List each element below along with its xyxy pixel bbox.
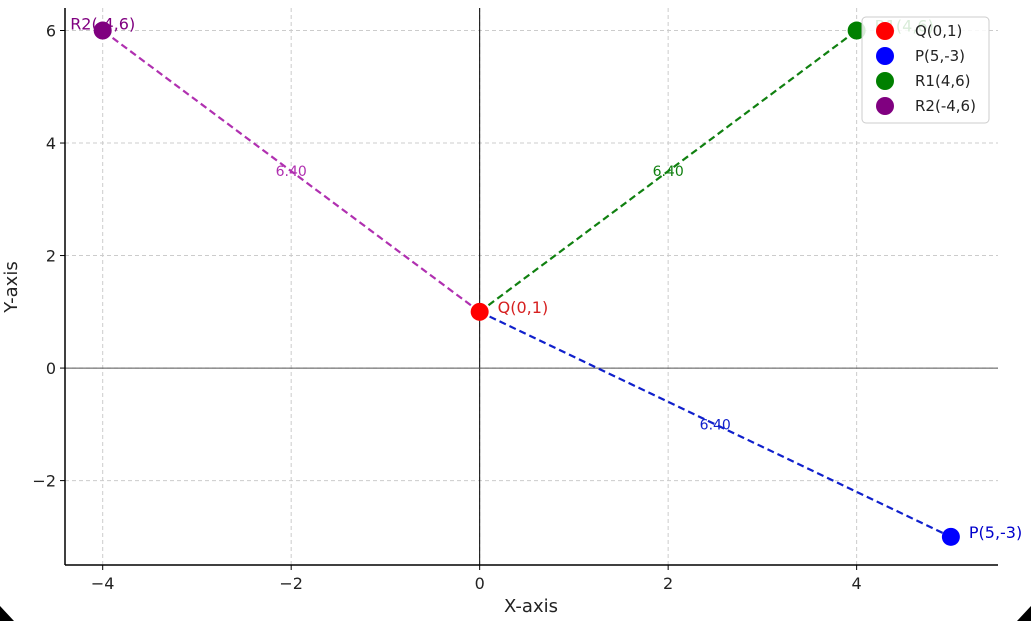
data-point — [470, 302, 489, 321]
y-tick-label: 6 — [46, 22, 56, 41]
y-tick-label: 0 — [46, 359, 56, 378]
y-tick-label: 4 — [46, 134, 56, 153]
x-tick-label: 0 — [475, 574, 485, 593]
legend: Q(0,1) P(5,-3) R1(4,6) R2(-4,6) — [861, 16, 990, 124]
distance-segment — [479, 29, 858, 313]
distance-label: 6.40 — [276, 164, 307, 180]
data-point — [941, 527, 960, 546]
x-tick-label: −4 — [91, 574, 115, 593]
x-tick-label: 4 — [852, 574, 862, 593]
point-label: Q(0,1) — [498, 298, 549, 317]
y-tick-label: 2 — [46, 247, 56, 266]
distance-segment — [102, 29, 481, 313]
legend-label: R2(-4,6) — [915, 97, 976, 115]
legend-marker — [876, 72, 894, 90]
legend-box — [861, 16, 990, 124]
legend-label: Q(0,1) — [915, 22, 962, 40]
distance-label: 6.40 — [700, 417, 731, 433]
axes — [60, 8, 998, 570]
legend-marker — [876, 47, 894, 65]
distance-segment — [479, 310, 952, 538]
data-point — [847, 21, 866, 40]
x-tick-label: −2 — [279, 574, 303, 593]
y-tick-label: −2 — [32, 472, 56, 491]
legend-label: R1(4,6) — [915, 72, 971, 90]
grid — [65, 8, 998, 565]
distance-label: 6.40 — [653, 164, 684, 180]
legend-label: P(5,-3) — [915, 47, 965, 65]
x-axis-title: X-axis — [504, 596, 558, 617]
legend-marker — [876, 97, 894, 115]
point-label: R2(-4,6) — [70, 15, 135, 34]
legend-marker — [876, 22, 894, 40]
x-tick-label: 2 — [663, 574, 673, 593]
y-axis-title: Y-axis — [1, 261, 22, 313]
series-layer — [93, 21, 960, 546]
point-label: P(5,-3) — [969, 523, 1022, 542]
data-point — [93, 21, 112, 40]
tick-labels: −4 −2 0 2 4 −2 0 2 4 6 — [32, 22, 861, 593]
